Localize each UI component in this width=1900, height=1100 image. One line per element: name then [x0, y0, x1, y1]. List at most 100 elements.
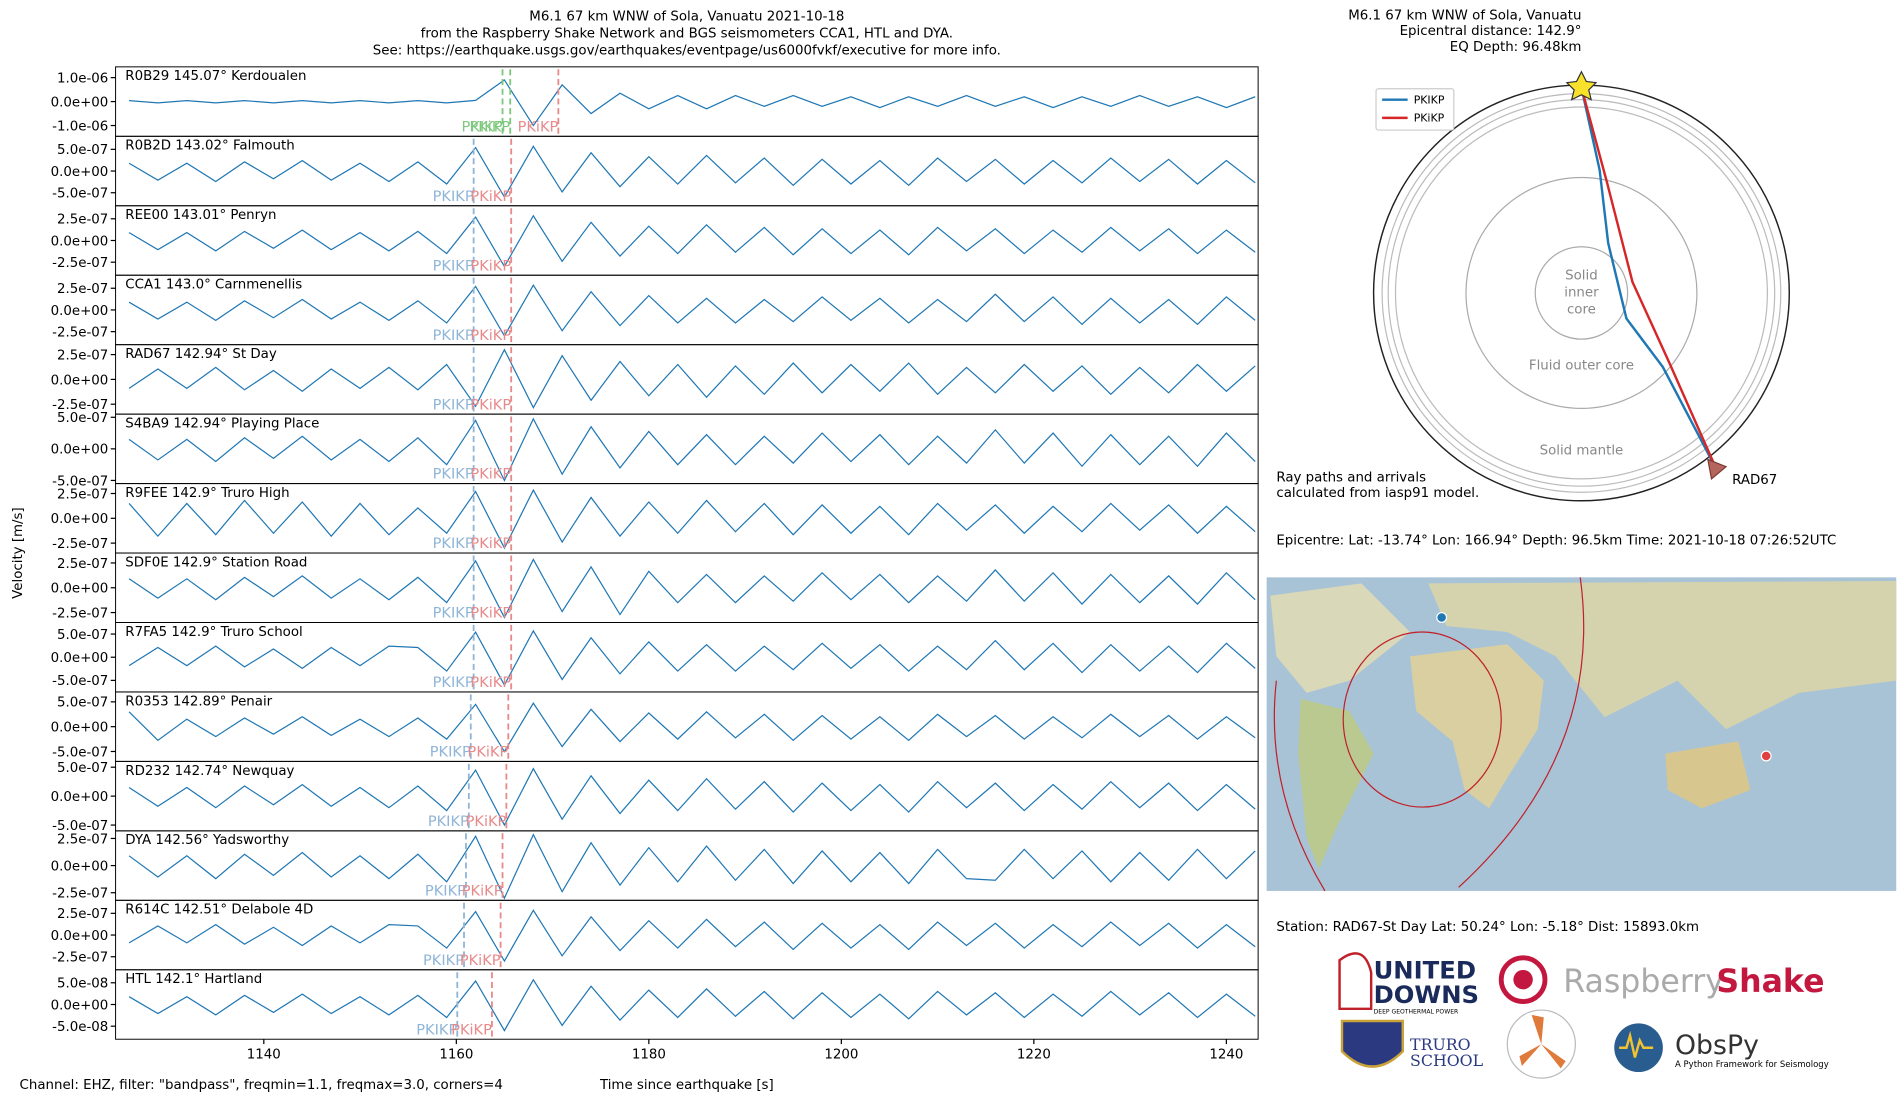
y-tick-label: 2.5e-07 — [57, 213, 108, 228]
y-tick-label: 0.0e+00 — [51, 165, 109, 180]
logo-text: TRURO — [1410, 1035, 1471, 1054]
x-tick-label: 1240 — [1209, 1048, 1243, 1063]
trace — [128, 348, 1256, 409]
x-tick-label: 1180 — [632, 1048, 666, 1063]
y-tick-label: -2.5e-07 — [52, 887, 108, 902]
phase-label: PKiKP — [451, 1021, 492, 1038]
phase-label: PKiKP — [460, 952, 501, 969]
phase-label: PKiKP — [462, 882, 503, 899]
panel-label: RD232 142.74° Newquay — [125, 764, 294, 779]
trace — [128, 702, 1256, 753]
y-tick-label: -5.0e-07 — [52, 674, 108, 689]
trace — [129, 79, 1256, 127]
ray-pkikp-2 — [1580, 87, 1718, 470]
phase-label: PKIKP — [423, 952, 464, 969]
panel-label: R0353 142.89° Penair — [125, 694, 272, 709]
layer — [1387, 99, 1776, 487]
x-tick-label: 1200 — [824, 1048, 858, 1063]
y-tick-label: 2.5e-07 — [57, 907, 108, 922]
legend-label: PKiKP — [1414, 112, 1445, 125]
phase-label: PKIKP — [462, 118, 503, 135]
ray-pkikp — [1580, 87, 1718, 470]
logo-text: DEEP GEOTHERMAL POWER — [1374, 1009, 1459, 1016]
panel-label: S4BA9 142.94° Playing Place — [125, 416, 319, 431]
y-tick-label: -5.0e-07 — [52, 474, 108, 489]
trace — [128, 629, 1256, 687]
y-tick-label: -5.0e-08 — [52, 1020, 108, 1035]
logo-text: Shake — [1716, 964, 1824, 1000]
y-tick-label: 5.0e-07 — [57, 628, 108, 643]
y-tick-label: -5.0e-07 — [52, 187, 108, 202]
trace — [128, 283, 1256, 338]
phase-label: PKIKP — [433, 188, 474, 205]
y-tick-label: 0.0e+00 — [51, 304, 109, 319]
logo-text: UNITED — [1374, 955, 1476, 984]
panel-label: R0B29 145.07° Kerdoualen — [125, 69, 306, 84]
y-tick-label: 0.0e+00 — [51, 998, 109, 1013]
y-tick-label: 0.0e+00 — [51, 512, 109, 527]
y-tick-label: -2.5e-07 — [52, 256, 108, 271]
core-label: Solid — [1565, 269, 1598, 284]
layer — [1394, 106, 1769, 480]
core-label: core — [1567, 303, 1596, 318]
logo-mark — [1498, 955, 1548, 1004]
phase-label: PKIKP — [416, 1021, 457, 1038]
logo-mark — [1506, 1009, 1576, 1079]
land — [1410, 644, 1544, 809]
y-tick-label: 5.0e-07 — [57, 411, 108, 426]
logo-text: ObsPy — [1675, 1030, 1759, 1061]
land — [1298, 698, 1374, 870]
phase-label: PKiKP — [470, 396, 511, 413]
phase-label: PKIKP — [433, 396, 474, 413]
y-tick-label: 0.0e+00 — [51, 234, 109, 249]
legend-label: PKIKP — [1414, 93, 1445, 106]
y-tick-label: 0.0e+00 — [51, 443, 109, 458]
note: calculated from iasp91 model. — [1276, 486, 1479, 501]
y-tick-label: 0.0e+00 — [51, 790, 109, 805]
y-axis-label: Velocity [m/s] — [11, 507, 26, 599]
phase-label: PKiKP — [470, 466, 511, 483]
phase-label: PKIKP — [433, 466, 474, 483]
panel-label: SDF0E 142.9° Station Road — [125, 555, 307, 570]
ray-diagram: M6.1 67 km WNW of Sola, Vanuatu Epicentr… — [1276, 8, 1836, 548]
title-line: See: https://earthquake.usgs.gov/earthqu… — [373, 44, 1001, 59]
panel-label: R9FEE 142.9° Truro High — [125, 486, 289, 501]
y-tick-label: 0.0e+00 — [51, 95, 109, 110]
phase-label: PKiKP — [470, 535, 511, 552]
y-tick-label: 5.0e-08 — [57, 977, 108, 992]
y-tick-label: 2.5e-07 — [57, 282, 108, 297]
x-tick-label: 1160 — [439, 1048, 473, 1063]
y-tick-label: 2.5e-07 — [57, 487, 108, 502]
y-tick-label: 5.0e-07 — [57, 143, 108, 158]
land — [1270, 583, 1411, 693]
logo-mark — [1519, 1014, 1566, 1069]
map — [1266, 577, 1897, 892]
logo-text: DOWNS — [1374, 980, 1479, 1009]
trace — [128, 833, 1256, 900]
phase-label: PKIKP — [433, 605, 474, 622]
station-info: Station: RAD67-St Day Lat: 50.24° Lon: -… — [1276, 920, 1699, 935]
y-tick-label: 0.0e+00 — [51, 373, 109, 388]
phase-label: PKiKP — [470, 257, 511, 274]
epicentre-pin — [1760, 750, 1772, 762]
panel-label: DYA 142.56° Yadsworthy — [125, 833, 289, 848]
diagram-title: EQ Depth: 96.48km — [1450, 40, 1582, 55]
trace — [128, 909, 1256, 963]
note: Ray paths and arrivals — [1276, 470, 1426, 485]
y-tick-label: 5.0e-07 — [57, 696, 108, 711]
footer: Channel: EHZ, filter: "bandpass", freqmi… — [20, 1078, 503, 1093]
epicentre-info: Epicentre: Lat: -13.74° Lon: 166.94° Dep… — [1276, 534, 1836, 549]
panel-label: R7FA5 142.9° Truro School — [125, 625, 302, 640]
phase-label: PKiKP — [468, 744, 509, 761]
station-triangle — [1707, 458, 1728, 481]
y-tick-label: -5.0e-07 — [52, 745, 108, 760]
phase-label: PKiKP — [470, 327, 511, 344]
phase-label: PKIKP — [433, 327, 474, 344]
y-tick-label: 0.0e+00 — [51, 859, 109, 874]
outer-core-label: Fluid outer core — [1529, 359, 1634, 374]
y-tick-label: 2.5e-07 — [57, 557, 108, 572]
inner-core — [1534, 246, 1629, 340]
trace — [128, 558, 1256, 619]
